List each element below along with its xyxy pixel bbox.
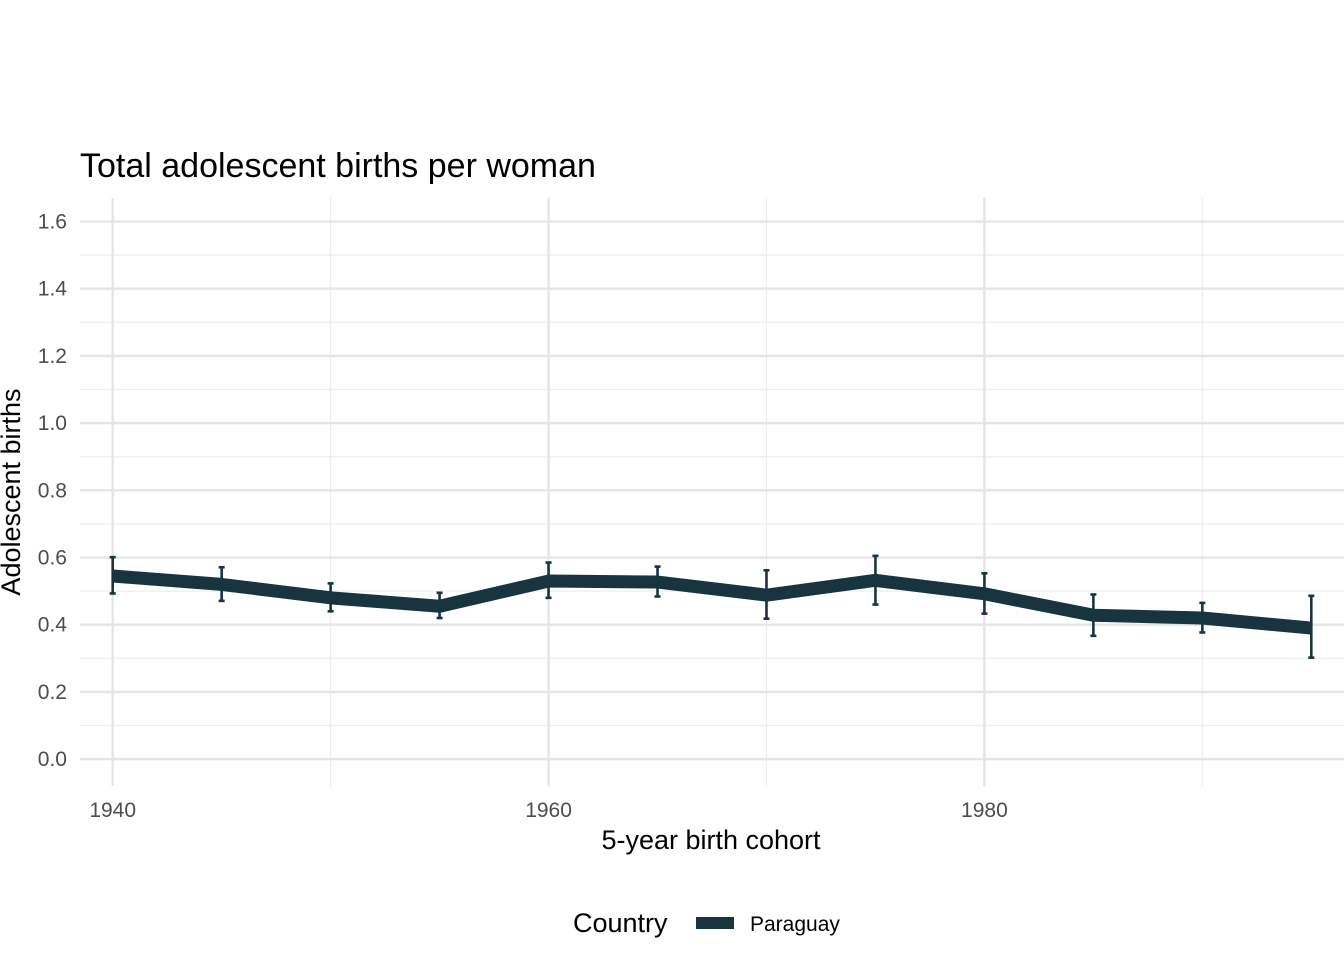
error-bar	[1090, 593, 1097, 638]
series-line-paraguay	[112, 569, 1312, 635]
y-tick-label: 0.6	[38, 547, 67, 570]
legend-label-paraguay: Paraguay	[750, 913, 840, 936]
error-bar	[109, 555, 116, 595]
legend-key-paraguay	[696, 917, 734, 929]
y-tick-label: 0.2	[38, 681, 67, 704]
x-tick-label: 1940	[89, 799, 136, 822]
y-tick-label: 0.4	[38, 614, 68, 637]
x-tick-label: 1980	[961, 799, 1008, 822]
y-axis-title: Adolescent births	[0, 388, 26, 595]
error-bar	[654, 565, 661, 598]
y-tick-label: 1.4	[38, 278, 68, 301]
y-tick-label: 1.0	[38, 412, 67, 435]
x-axis-title: 5-year birth cohort	[601, 825, 821, 855]
series-layer	[109, 554, 1315, 659]
legend: Country Paraguay	[573, 908, 840, 938]
chart-title: Total adolescent births per woman	[80, 147, 596, 185]
error-bar	[327, 582, 334, 613]
y-axis: 0.0 0.2 0.4 0.6 0.8 1.0 1.2 1.4 1.6	[38, 211, 68, 772]
y-tick-label: 0.0	[38, 748, 67, 771]
error-bar	[218, 565, 225, 603]
error-bar	[763, 568, 770, 620]
error-bar	[436, 591, 443, 620]
error-bar	[545, 561, 552, 600]
legend-title: Country	[573, 908, 668, 938]
y-tick-label: 1.6	[38, 211, 67, 234]
error-bar	[872, 554, 879, 606]
y-tick-label: 0.8	[38, 479, 67, 502]
error-bar	[1308, 594, 1315, 659]
x-axis: 1940 1960 1980	[89, 799, 1007, 822]
error-bar	[981, 572, 988, 615]
grid	[80, 198, 1344, 786]
error-bar	[1199, 601, 1206, 634]
y-tick-label: 1.2	[38, 345, 67, 368]
x-tick-label: 1960	[525, 799, 572, 822]
